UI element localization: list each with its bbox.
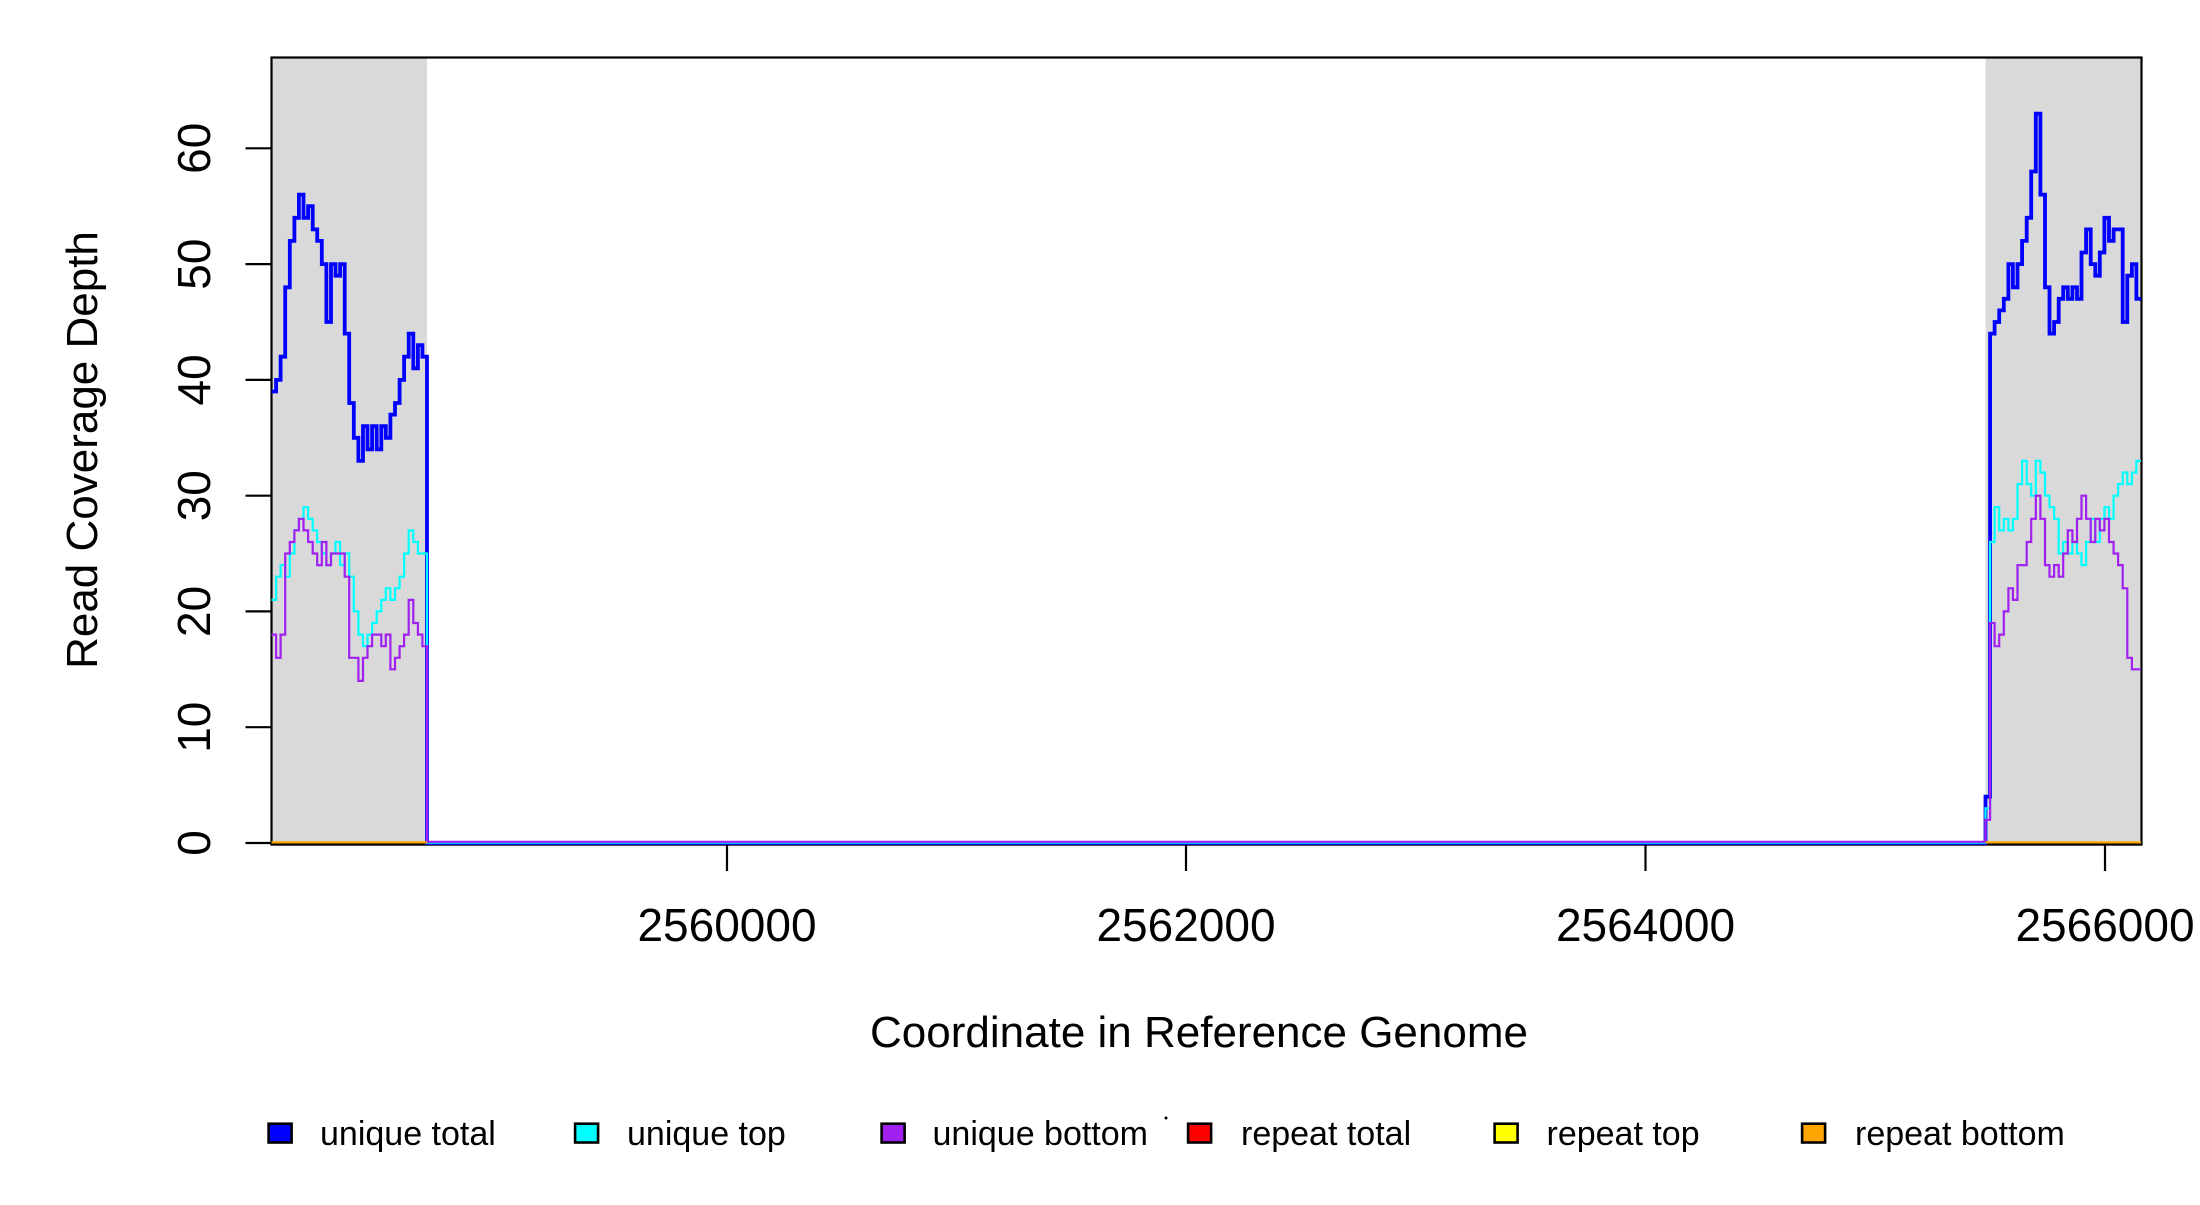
svg-text:unique bottom: unique bottom: [933, 1115, 1149, 1153]
svg-text:repeat bottom: repeat bottom: [1855, 1115, 2065, 1153]
svg-text:2562000: 2562000: [1096, 899, 1275, 951]
svg-text:repeat top: repeat top: [1547, 1115, 1700, 1153]
svg-text:60: 60: [168, 123, 220, 174]
svg-text:0: 0: [168, 830, 220, 856]
svg-text:2560000: 2560000: [637, 899, 816, 951]
svg-text:10: 10: [168, 702, 220, 753]
svg-text:unique top: unique top: [627, 1115, 786, 1153]
svg-text:2564000: 2564000: [1556, 899, 1735, 951]
svg-text:2566000: 2566000: [2015, 899, 2194, 951]
svg-text:40: 40: [168, 354, 220, 405]
svg-text:30: 30: [168, 470, 220, 521]
svg-text:20: 20: [168, 586, 220, 637]
svg-text:unique total: unique total: [320, 1115, 496, 1153]
svg-text:Coordinate in Reference Genome: Coordinate in Reference Genome: [870, 1008, 1528, 1057]
svg-text:repeat total: repeat total: [1241, 1115, 1411, 1153]
svg-text:50: 50: [168, 239, 220, 290]
svg-text:Read Coverage Depth: Read Coverage Depth: [58, 231, 107, 669]
